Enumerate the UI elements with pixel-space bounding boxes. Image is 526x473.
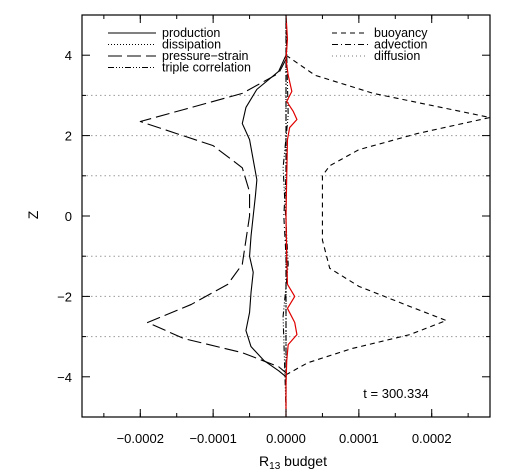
x-tick-label: 0.0001: [339, 431, 379, 446]
legend-entry: diffusion: [332, 49, 420, 63]
legend-label: advection: [374, 38, 428, 52]
legend-label: dissipation: [162, 38, 221, 52]
x-tick-label: −0.0001: [189, 431, 236, 446]
legend-entry: buoyancy: [332, 26, 428, 40]
y-axis-label: Z: [25, 210, 41, 219]
x-tick-label: 0.0002: [412, 431, 452, 446]
series-pressure-strain: [139, 58, 287, 374]
series-layer: [139, 14, 491, 417]
x-axis-label: R13 budget: [259, 453, 327, 472]
legend: productiondissipationpressure−straintrip…: [108, 26, 428, 75]
legend-entry: pressure−strain: [108, 49, 249, 63]
series-production: [241, 54, 287, 378]
x-tick-label: −0.0002: [117, 431, 164, 446]
legend-label: diffusion: [374, 49, 420, 63]
series-triple-correlation: [282, 23, 289, 409]
x-axis-label-main: R: [259, 453, 269, 469]
axis-ticks: −0.0002 −0.0001 0.0000 0.0001 0.0002 −4 −2 0 2 4: [57, 14, 490, 446]
legend-label: pressure−strain: [162, 49, 249, 63]
legend-label: triple correlation: [162, 61, 251, 75]
legend-entry: advection: [332, 38, 428, 52]
series-red-curve: [285, 14, 298, 417]
legend-entry: dissipation: [108, 38, 221, 52]
x-axis-label-subscript: 13: [269, 461, 281, 472]
y-tick-label: −4: [57, 370, 72, 385]
x-tick-label: 0.0000: [266, 431, 306, 446]
x-axis-label-rest: budget: [280, 453, 327, 469]
y-tick-label: 4: [65, 48, 72, 63]
legend-entry: production: [108, 26, 220, 40]
series-buoyancy: [285, 54, 491, 376]
legend-entry: triple correlation: [108, 61, 251, 75]
y-tick-label: −2: [57, 289, 72, 304]
legend-label: production: [162, 26, 220, 40]
y-tick-label: 0: [65, 209, 72, 224]
legend-label: buoyancy: [374, 26, 428, 40]
time-annotation: t = 300.334: [363, 386, 428, 401]
y-tick-label: 2: [65, 129, 72, 144]
